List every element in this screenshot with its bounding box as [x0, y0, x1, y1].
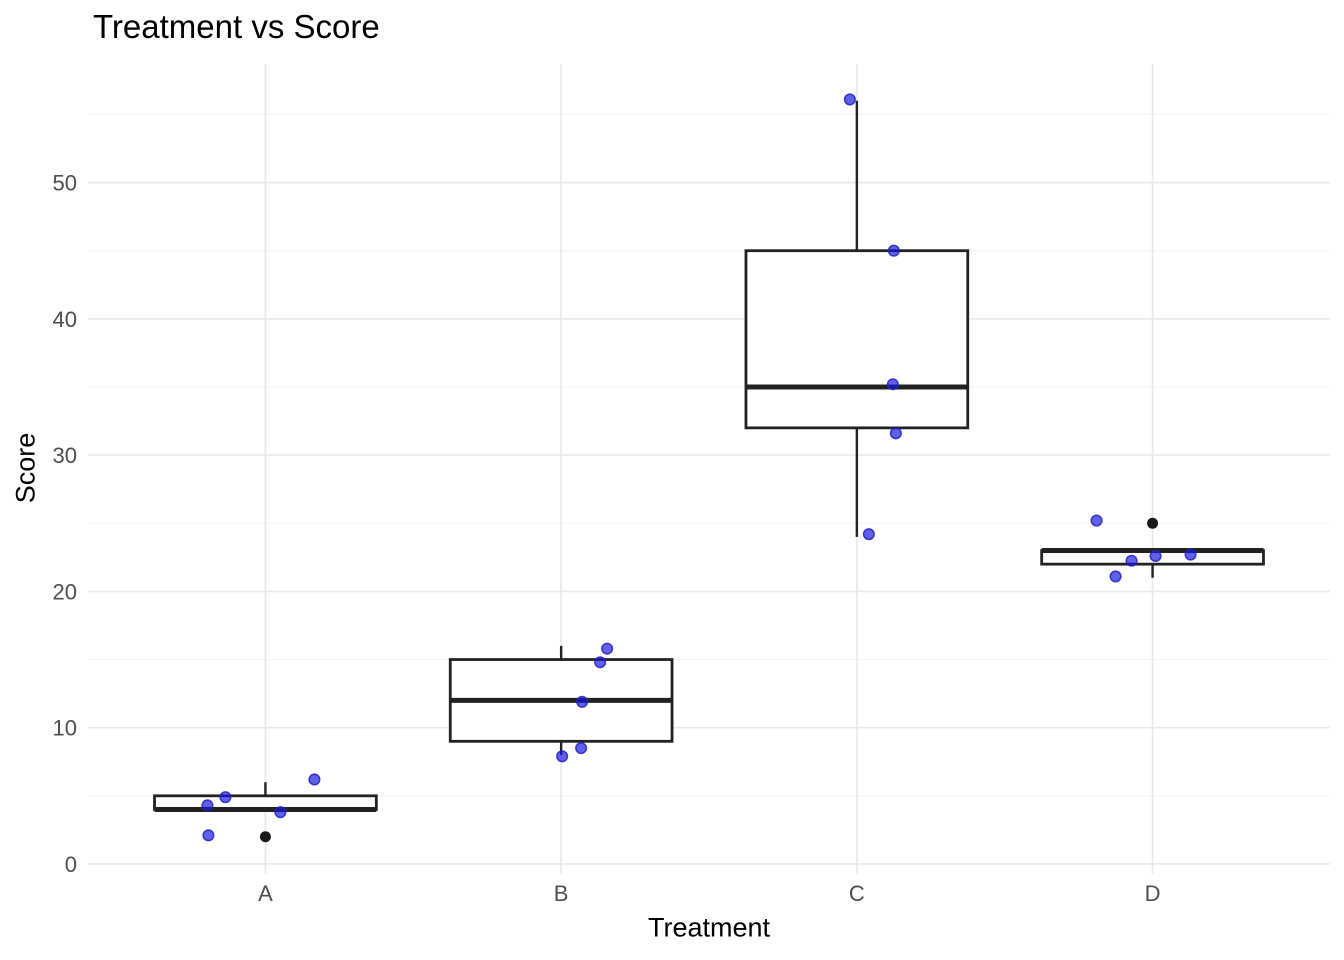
box-rect — [744, 249, 970, 430]
jitter-point — [843, 93, 856, 106]
plot-title: Treatment vs Score — [93, 8, 380, 45]
jitter-point — [274, 806, 287, 819]
jitter-point — [862, 528, 875, 541]
jitter-point — [219, 791, 232, 804]
x-tick-label: A — [258, 881, 273, 906]
y-tick-label: 40 — [53, 307, 77, 332]
y-tick-label: 0 — [65, 852, 77, 877]
jitter-point — [594, 656, 607, 669]
y-tick-label: 30 — [53, 443, 77, 468]
jitter-point — [601, 642, 614, 655]
jitter-point — [201, 799, 214, 812]
jitter-point — [576, 695, 589, 708]
outlier-point — [259, 831, 271, 843]
jitter-point — [889, 427, 902, 440]
y-tick-label: 10 — [53, 716, 77, 741]
x-tick-label: B — [554, 881, 569, 906]
jitter-point — [886, 378, 899, 391]
jitter-point — [1149, 549, 1162, 563]
jitter-point — [308, 773, 321, 786]
jitter-point — [887, 244, 900, 257]
x-tick-label: D — [1145, 881, 1161, 906]
x-tick-label: C — [849, 881, 865, 906]
x-axis-title: Treatment — [647, 912, 771, 943]
jitter-point — [1090, 514, 1103, 527]
outlier-point — [1147, 517, 1159, 529]
y-tick-label: 50 — [53, 171, 77, 196]
jitter-point — [1109, 570, 1122, 583]
y-axis-title: Score — [10, 432, 41, 504]
jitter-point — [556, 750, 569, 763]
jitter-point — [1184, 548, 1197, 561]
jitter-point — [575, 742, 588, 755]
jitter-point — [1125, 554, 1138, 567]
jitter-point — [202, 829, 215, 842]
y-tick-label: 20 — [53, 579, 77, 604]
